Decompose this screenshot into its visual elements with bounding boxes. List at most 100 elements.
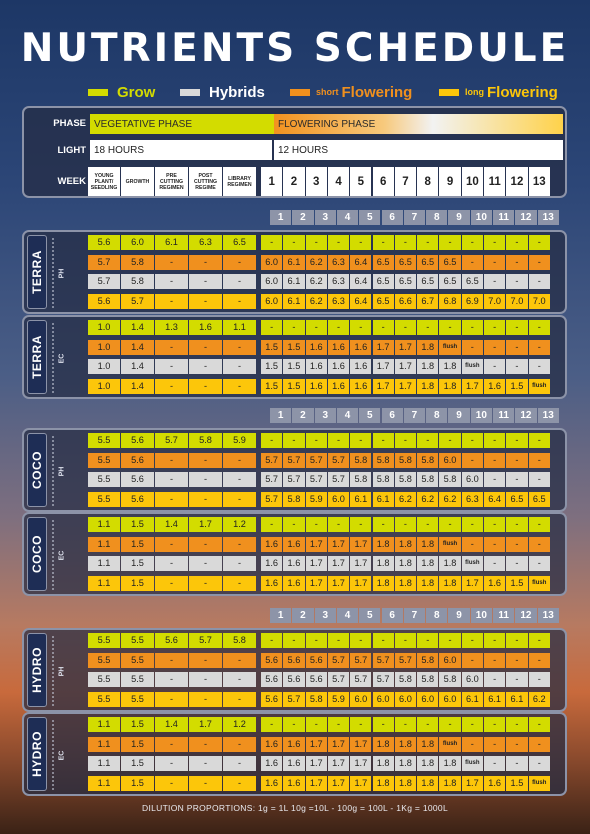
block-tab: COCO: [27, 517, 47, 591]
value-cell: -: [484, 556, 506, 571]
value-cell: -: [261, 633, 283, 648]
value-cell: 5.5: [88, 691, 120, 707]
value-cell: 1.6: [283, 775, 305, 791]
value-cell: flush: [439, 339, 461, 355]
value-cell: -: [506, 633, 528, 648]
value-cell: 5.5: [121, 652, 154, 668]
value-cell: -: [506, 320, 528, 335]
value-cell: 6.5: [439, 254, 461, 270]
value-cell: 1.6: [350, 378, 372, 394]
light-flowering: 12 HOURS: [274, 140, 563, 160]
value-cell: 1.6: [305, 378, 327, 394]
week-stage-label: GROWTH: [125, 178, 150, 185]
medium-name: TERRA: [30, 335, 44, 379]
value-cell: -: [155, 672, 188, 687]
value-cell: -: [261, 320, 283, 335]
week-number: 6: [379, 175, 387, 188]
week-header-cell: 10: [470, 210, 492, 225]
value-cell: -: [528, 556, 550, 571]
value-cell: -: [439, 633, 461, 648]
value-cell: 5.7: [327, 652, 350, 668]
value-cell: -: [350, 235, 372, 250]
value-cell: -: [439, 235, 461, 250]
week-number: 8: [424, 175, 431, 188]
value-cell: 6.3: [327, 274, 350, 289]
value-cell: 1.2: [223, 717, 256, 732]
value-cell: flush: [461, 556, 483, 571]
week-header-cell: 8: [426, 210, 448, 225]
medium-name: TERRA: [30, 250, 44, 294]
value-cell: -: [394, 517, 417, 532]
value-cell: 5.7: [189, 633, 222, 648]
value-cell: -: [528, 320, 550, 335]
value-cell: 6.0: [261, 293, 283, 309]
value-cell: 5.6: [121, 491, 154, 507]
value-cell: -: [528, 517, 550, 532]
value-cell: -: [372, 717, 394, 732]
value-cell: 1.5: [506, 378, 528, 394]
value-cell: flush: [528, 775, 550, 791]
value-cell: -: [484, 274, 506, 289]
value-cell: -: [189, 652, 222, 668]
value-cell: -: [461, 254, 483, 270]
value-cell: -: [189, 736, 222, 752]
value-cell: -: [223, 536, 256, 552]
value-cell: 1.7: [327, 536, 350, 552]
value-cell: 5.6: [121, 452, 154, 468]
schedule-block-coco-ph: COCO PH 5.5 5.6 5.7 5.8 5.9- - - - - - - - - - - - -5.5 5.6…: [22, 428, 567, 512]
value-cell: -: [506, 274, 528, 289]
value-cell: 1.7: [189, 517, 222, 532]
value-cell: -: [155, 452, 188, 468]
value-cell: -: [417, 433, 439, 448]
decorative-divider: [52, 636, 62, 706]
week-header-cell: 8: [426, 408, 448, 423]
value-cell: 1.8: [417, 756, 439, 771]
value-cell: 1.8: [439, 756, 461, 771]
medium-name: HYDRO: [30, 731, 44, 777]
week-number: 5: [357, 175, 365, 188]
value-cell: -: [327, 235, 350, 250]
week-number: 12: [510, 175, 524, 188]
value-cell: -: [155, 736, 188, 752]
value-cell: 6.2: [394, 491, 417, 507]
block-tab: HYDRO: [27, 717, 47, 791]
week-number: 2: [290, 175, 298, 188]
value-cell: -: [484, 736, 506, 752]
value-cell: 7.0: [484, 293, 506, 309]
value-cell: -: [223, 736, 256, 752]
value-cell: 1.8: [417, 556, 439, 571]
value-cell: -: [484, 536, 506, 552]
value-cell: 1.7: [372, 339, 394, 355]
value-cell: 5.8: [121, 274, 154, 289]
value-cell: -: [155, 756, 188, 771]
value-cell: 6.0: [350, 691, 372, 707]
block-tab: TERRA: [27, 235, 47, 309]
value-cell: -: [189, 293, 222, 309]
value-cell: 6.1: [283, 254, 305, 270]
value-cell: 1.1: [88, 575, 120, 591]
medium-name: HYDRO: [30, 647, 44, 693]
value-cell: 1.5: [261, 378, 283, 394]
decorative-divider: [52, 436, 62, 506]
value-cell: -: [506, 517, 528, 532]
value-cell: -: [155, 472, 188, 487]
medium-name: COCO: [30, 451, 44, 489]
value-cell: 1.7: [305, 536, 327, 552]
value-cell: 1.7: [327, 556, 350, 571]
value-cell: 1.0: [88, 378, 120, 394]
week-number: 7: [402, 175, 409, 188]
dilution-footer: DILUTION PROPORTIONS: 1g = 1L 10g =10L -…: [142, 803, 448, 813]
value-cell: 5.7: [283, 472, 305, 487]
value-cell: -: [372, 633, 394, 648]
value-cell: -: [506, 433, 528, 448]
value-cell: -: [155, 536, 188, 552]
value-cell: -: [350, 633, 372, 648]
value-cell: 7.0: [506, 293, 528, 309]
value-cell: -: [528, 254, 550, 270]
value-cell: 1.6: [327, 339, 350, 355]
unit-label: PH: [58, 666, 66, 677]
value-cell: 6.2: [305, 254, 327, 270]
light-vegetative: 18 HOURS: [90, 140, 272, 160]
week-header-cell: 3: [314, 608, 336, 623]
value-cell: -: [417, 517, 439, 532]
